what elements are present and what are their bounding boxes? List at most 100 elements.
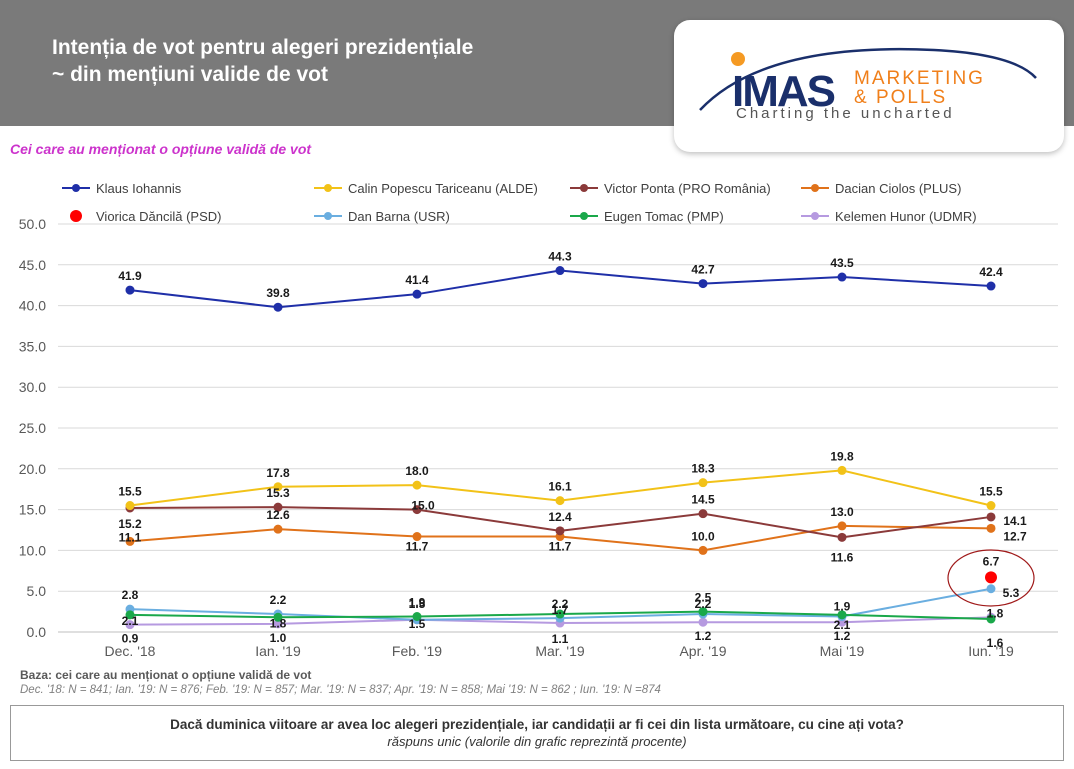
legend-label: Victor Ponta (PRO România) [604, 181, 771, 196]
data-point [273, 524, 283, 534]
highlight-ellipse [947, 549, 1035, 607]
legend-item-calin-popescu-tariceanu-alde: Calin Popescu Tariceanu (ALDE) [314, 181, 538, 196]
logo-swoosh [699, 47, 1037, 111]
data-point [698, 545, 708, 555]
data-point [273, 502, 283, 512]
y-tick-label: 0.0 [27, 624, 47, 640]
data-label: 15.3 [266, 486, 290, 500]
series-line [129, 269, 992, 309]
y-tick-label: 10.0 [19, 542, 46, 558]
x-tick-label: Apr. '19 [679, 643, 726, 659]
base-detail: Dec. '18: N = 841; Ian. '19: N = 876; Fe… [20, 684, 661, 696]
legend-label: Eugen Tomac (PMP) [604, 209, 724, 224]
data-label: 6.7 [983, 554, 1000, 568]
legend-label: Dan Barna (USR) [348, 209, 450, 224]
data-point [412, 289, 422, 299]
data-label: 12.6 [266, 508, 290, 522]
data-label: 11.7 [549, 540, 572, 554]
data-label: 41.9 [118, 269, 142, 283]
data-point [698, 279, 708, 289]
y-tick-label: 5.0 [27, 583, 47, 599]
data-label: 2.1 [122, 614, 139, 628]
data-label: 2.2 [552, 597, 569, 611]
y-tick-label: 40.0 [19, 298, 46, 314]
data-label: 2.2 [270, 593, 287, 607]
legend-item-kelemen-hunor-udmr: Kelemen Hunor (UDMR) [801, 209, 977, 224]
data-label: 2.1 [834, 618, 851, 632]
data-label: 0.9 [122, 632, 139, 646]
series-calin-popescu-tariceanu-alde [125, 465, 996, 511]
data-label: 15.0 [411, 499, 435, 513]
question-text: Dacă duminica viitoare ar avea loc alege… [170, 717, 904, 732]
y-tick-label: 35.0 [19, 338, 46, 354]
legend-marker [70, 210, 82, 222]
title-line-2: ~ din mențiuni valide de vot [52, 63, 328, 86]
data-point [837, 272, 847, 282]
data-point [412, 532, 422, 542]
data-label: 12.4 [548, 510, 572, 524]
data-point [273, 612, 283, 622]
base-title: Baza: cei care au menționat o opțiune va… [20, 668, 312, 682]
data-point [412, 611, 422, 621]
data-label: 16.1 [548, 480, 572, 494]
legend-item-klaus-iohannis: Klaus Iohannis [62, 181, 182, 196]
question-box: Dacă duminica viitoare ar avea loc alege… [10, 705, 1064, 761]
legend-marker [72, 184, 80, 192]
data-point [125, 501, 135, 511]
logo-brand: IMAS [732, 67, 835, 116]
data-label: 14.5 [691, 493, 715, 507]
legend-label: Kelemen Hunor (UDMR) [835, 209, 977, 224]
series-viorica-dancila-psd [985, 571, 997, 584]
data-point [555, 496, 565, 506]
data-label: 18.0 [405, 464, 429, 478]
data-point [412, 480, 422, 490]
data-point [837, 532, 847, 542]
data-point [986, 512, 996, 522]
y-tick-label: 15.0 [19, 502, 46, 518]
data-label: 12.7 [1003, 529, 1027, 543]
data-point [555, 266, 565, 276]
data-point [125, 536, 135, 546]
legend-label: Klaus Iohannis [96, 181, 182, 196]
legend-marker [580, 184, 588, 192]
data-label: 1.5 [409, 597, 426, 611]
data-point [698, 617, 708, 627]
logo-marketing: MARKETING [854, 68, 985, 89]
data-point [273, 482, 283, 492]
data-label: 1.9 [409, 595, 426, 609]
logo-card: IMAS MARKETING & POLLS Charting the unch… [674, 20, 1064, 152]
data-label: 13.0 [830, 505, 854, 519]
legend-marker [580, 212, 588, 220]
data-label: 1.8 [270, 616, 287, 630]
data-point [986, 281, 996, 291]
question-note: răspuns unic (valorile din grafic reprez… [387, 734, 687, 749]
series-lines [125, 266, 997, 630]
series-eugen-tomac-pmp [125, 607, 996, 624]
y-tick-label: 25.0 [19, 420, 46, 436]
data-label: 1.5 [409, 617, 426, 631]
data-point [985, 571, 997, 584]
series-klaus-iohannis [125, 266, 996, 312]
data-point [698, 509, 708, 519]
legend-item-viorica-dancila-psd: Viorica Dăncilă (PSD) [70, 209, 221, 224]
legend-marker [811, 184, 819, 192]
title-line-1: Intenția de vot pentru alegeri prezidenț… [52, 36, 474, 59]
logo-tagline: Charting the uncharted [736, 105, 955, 122]
data-label: 1.0 [270, 631, 287, 645]
data-point [412, 505, 422, 515]
chart-subtitle: Cei care au menționat o opțiune validă d… [10, 141, 312, 157]
data-label: 2.8 [122, 588, 139, 602]
chart-legend: Klaus Iohannis Calin Popescu Tariceanu (A… [62, 181, 977, 224]
data-label: 15.5 [118, 485, 142, 499]
legend-label: Viorica Dăncilă (PSD) [96, 209, 221, 224]
data-point [273, 619, 283, 629]
x-axis: Dec. '18 Ian. '19 Feb. '19 Mar. '19 Apr. '19… [105, 643, 1014, 659]
data-point [698, 607, 708, 617]
series-dacian-ciolos-plus [125, 521, 996, 555]
data-label: 1.7 [552, 603, 569, 617]
legend-item-dacian-ciolos-plus: Dacian Ciolos (PLUS) [801, 181, 961, 196]
y-tick-label: 30.0 [19, 379, 46, 395]
data-label: 11.7 [406, 540, 429, 554]
y-axis: 0.0 5.0 10.0 15.0 20.0 25.0 30.0 35.0 40.0 45.0 50… [19, 216, 46, 640]
data-label: 17.8 [266, 466, 290, 480]
